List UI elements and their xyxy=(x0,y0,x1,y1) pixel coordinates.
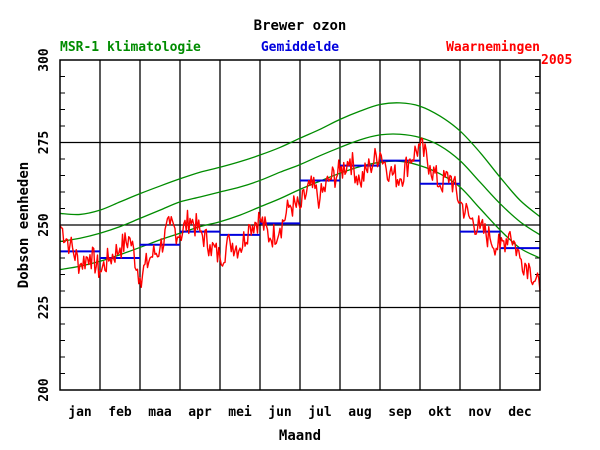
x-tick-label-okt: okt xyxy=(428,405,451,420)
y-tick-label: 250 xyxy=(37,213,52,237)
observations-line xyxy=(59,137,541,292)
climatology-middle-line xyxy=(59,133,541,243)
x-tick-label-jul: jul xyxy=(308,405,331,420)
legend-observations: Waarnemingen xyxy=(446,40,540,55)
climatology-upper-line xyxy=(59,102,541,218)
x-tick-label-apr: apr xyxy=(188,405,212,420)
x-tick-label-mei: mei xyxy=(228,405,252,420)
y-tick-label: 275 xyxy=(37,131,52,154)
x-tick-label-dec: dec xyxy=(508,405,531,420)
y-tick-label: 300 xyxy=(37,48,52,72)
series-layer xyxy=(59,102,541,292)
x-tick-labels: jan feb maa apr mei jun jul aug sep okt nov dec xyxy=(68,405,531,420)
x-tick-label-aug: aug xyxy=(348,405,371,420)
chart-title: Brewer ozon xyxy=(254,18,347,34)
x-tick-label-nov: nov xyxy=(468,405,492,420)
y-tick-labels: 200 225 250 275 300 xyxy=(37,48,52,402)
x-tick-label-maa: maa xyxy=(148,405,172,420)
plot-frame xyxy=(59,59,541,391)
climatology-lower-line xyxy=(59,160,541,271)
y-axis-label: Dobson eenheden xyxy=(16,162,32,288)
x-axis-label: Maand xyxy=(279,428,321,444)
x-tick-label-feb: feb xyxy=(108,405,132,420)
x-tick-label-jan: jan xyxy=(68,405,91,420)
legend-mean: Gemiddelde xyxy=(261,40,339,55)
grid xyxy=(60,60,540,390)
x-tick-label-jun: jun xyxy=(268,405,291,420)
y-tick-label: 225 xyxy=(37,296,52,319)
x-tick-label-sep: sep xyxy=(388,405,412,420)
y-tick-label: 200 xyxy=(37,378,52,402)
legend-climatology: MSR-1 klimatologie xyxy=(60,40,201,55)
year-label: 2005 xyxy=(541,53,572,68)
